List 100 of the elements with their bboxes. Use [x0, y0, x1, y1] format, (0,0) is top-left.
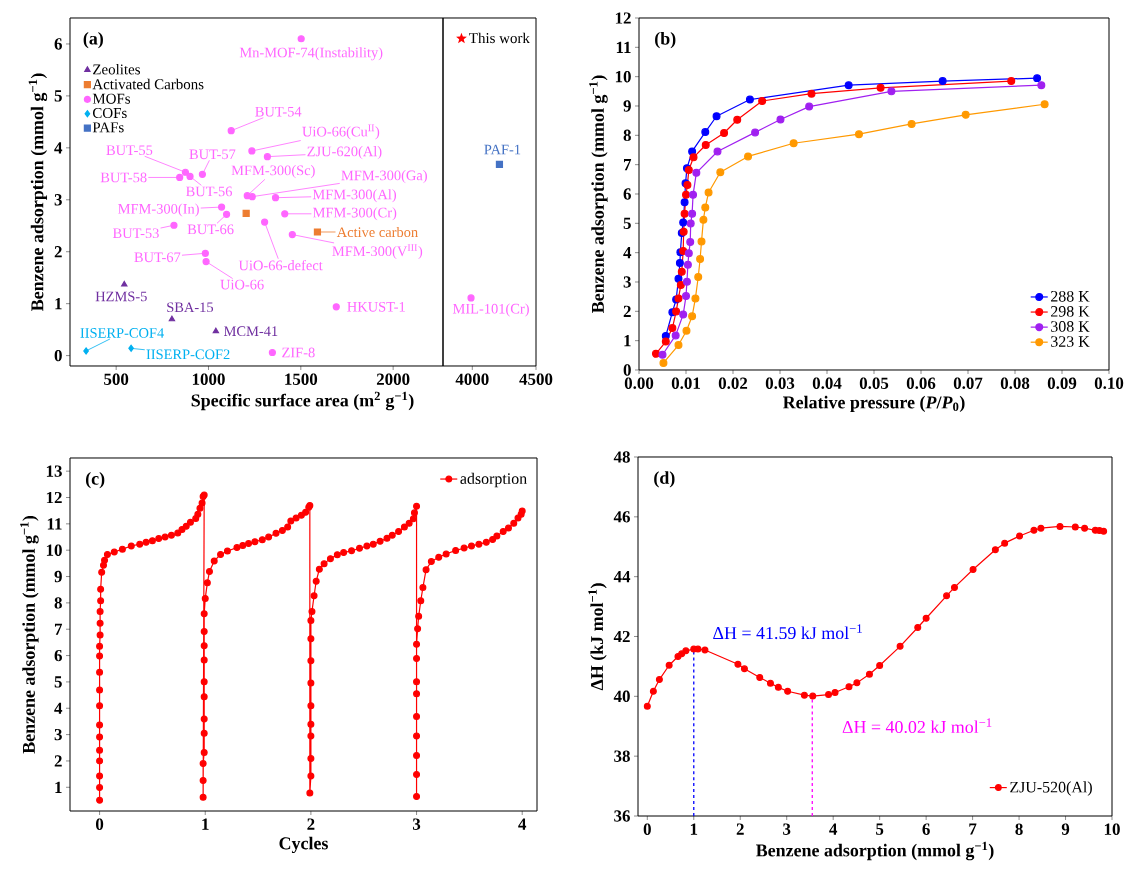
annotation: MFM-300(Ga) — [341, 170, 427, 184]
x-tick-label: 0.06 — [906, 377, 936, 390]
y-tick-label: 9 — [623, 100, 631, 112]
x-tick-label: 1 — [690, 823, 698, 835]
annotation: BUT-53 — [112, 228, 159, 239]
text: (b) — [655, 32, 676, 49]
x-tick-label: 4500 — [519, 373, 553, 385]
x-axis-title: Relative pressure (P/P$_{0}$) — [783, 395, 965, 413]
legend-label: PAFs — [92, 122, 124, 133]
x-tick-label: 7 — [969, 823, 977, 835]
y-tick-label: 6 — [54, 649, 62, 662]
annotation: Mn-MOF-74(Instability) — [239, 47, 383, 61]
y-tick-label: 10 — [615, 70, 631, 83]
annotation: IISERP-COF4 — [80, 328, 164, 338]
x-tick-label: 0.10 — [1094, 377, 1124, 390]
legend-label: 308 K — [1051, 321, 1090, 332]
x-tick-label: 0.02 — [718, 377, 748, 390]
y-tick-label: 5 — [54, 90, 62, 102]
annotation: BUT-54 — [255, 106, 302, 117]
annotation: UiO-66-defect — [238, 259, 323, 271]
annotation: HKUST-1 — [347, 301, 405, 312]
legend-label: Activated Carbons — [92, 78, 204, 90]
x-tick-label: 0.04 — [812, 377, 842, 390]
legend-label: 298 K — [1051, 306, 1090, 317]
annotation: MFM-300(Al) — [312, 189, 397, 203]
y-tick-label: 5 — [623, 217, 631, 229]
x-tick-label: 10 — [1104, 823, 1120, 835]
y-tick-label: 11 — [616, 41, 631, 53]
x-tick-label: 3 — [783, 823, 791, 835]
annotation: MFM-300(V$^{III}$) — [332, 244, 423, 260]
annotation: MFM-300(In) — [118, 203, 199, 217]
x-tick-label: 0.05 — [859, 377, 889, 390]
x-tick-label: 3 — [412, 818, 421, 830]
text: (d) — [654, 471, 675, 488]
annotation: SBA-15 — [167, 302, 214, 313]
y-tick-label: 1 — [55, 298, 62, 310]
annotation: MFM-300(Sc) — [231, 165, 315, 179]
x-tick-label: 2000 — [376, 373, 410, 385]
y-tick-label: 9 — [54, 570, 62, 583]
y-axis-title: Benzene adsorption (mmol g$^{−1}$) — [589, 75, 608, 313]
y-tick-label: 8 — [623, 129, 631, 142]
x-tick-label: 8 — [1015, 823, 1023, 835]
y-tick-label: 40 — [613, 690, 630, 703]
annotation: BUT-56 — [186, 186, 233, 197]
annotation: Active carbon — [336, 226, 418, 238]
y-tick-label: 3 — [54, 728, 62, 741]
y-tick-label: 42 — [613, 630, 630, 643]
x-tick-label: 2 — [736, 823, 744, 835]
legend-label: adsorption — [460, 472, 527, 488]
x-tick-label: 4 — [518, 818, 527, 830]
y-tick-label: 8 — [54, 597, 62, 609]
y-tick-label: 1 — [55, 781, 62, 793]
y-tick-label: 0 — [623, 364, 631, 376]
y-tick-label: 3 — [54, 194, 62, 206]
y-tick-label: 3 — [623, 276, 631, 288]
annotation: HZMS-5 — [95, 291, 147, 302]
x-tick-label: 0.01 — [671, 377, 700, 390]
annotation: BUT-66 — [187, 224, 234, 235]
annotation: BUT-57 — [189, 149, 236, 160]
legend-label: ZJU-520(Al) — [1010, 781, 1092, 796]
x-tick-label: 0.00 — [624, 377, 654, 390]
x-tick-label: 0.07 — [953, 377, 983, 390]
y-tick-label: 48 — [613, 451, 630, 463]
x-tick-label: 4 — [829, 823, 838, 835]
x-tick-label: 2 — [307, 818, 315, 830]
x-tick-label: 0 — [95, 818, 104, 830]
y-axis-title: ΔH (kJ mol$^{−1}$) — [588, 583, 607, 691]
annotation: IISERP-COF2 — [146, 349, 230, 360]
legend-label: MOFs — [92, 93, 131, 104]
annotation: UiO-66(Cu$^{II}$) — [302, 124, 380, 140]
legend-label: 288 K — [1051, 290, 1090, 302]
y-axis-title: Benzene adsorption (mmol g$^{−1}$) — [28, 73, 48, 311]
y-tick-label: 7 — [54, 623, 63, 635]
y-tick-label: 6 — [623, 188, 631, 200]
y-tick-label: 38 — [614, 750, 630, 762]
y-tick-label: 12 — [46, 491, 62, 504]
y-tick-label: 1 — [624, 335, 631, 347]
legend-label: Zeolites — [93, 63, 140, 75]
y-tick-label: 2 — [623, 305, 631, 317]
y-axis-title: Benzene adsorption (mmol g$^{−1}$) — [20, 516, 39, 754]
x-tick-label: 0.03 — [765, 377, 795, 390]
y-tick-label: 4 — [54, 702, 63, 714]
x-axis-title: Benzene adsorption (mmol g$^{−1}$) — [756, 841, 994, 861]
legend-label: COFs — [92, 108, 127, 119]
y-tick-label: 7 — [623, 159, 632, 171]
x-tick-label: 6 — [922, 823, 930, 835]
x-axis-title: Specific surface area (m$^{2}$ g$^{−1}$) — [191, 391, 414, 411]
text: (c) — [85, 472, 105, 489]
y-tick-label: 12 — [615, 12, 631, 24]
y-tick-label: 10 — [46, 544, 62, 556]
x-tick-label: 4000 — [455, 373, 489, 385]
x-tick-label: 500 — [104, 373, 129, 385]
annotation: MCM-41 — [224, 326, 278, 337]
annotation: MIL-101(Cr) — [452, 303, 529, 317]
y-tick-label: 2 — [54, 246, 62, 258]
y-tick-label: 11 — [47, 518, 62, 530]
annotation: ZJU-620(Al) — [307, 146, 382, 160]
x-tick-label: 5 — [876, 823, 884, 835]
x-axis-title: Cycles — [279, 836, 328, 854]
annotation: BUT-58 — [100, 172, 147, 183]
